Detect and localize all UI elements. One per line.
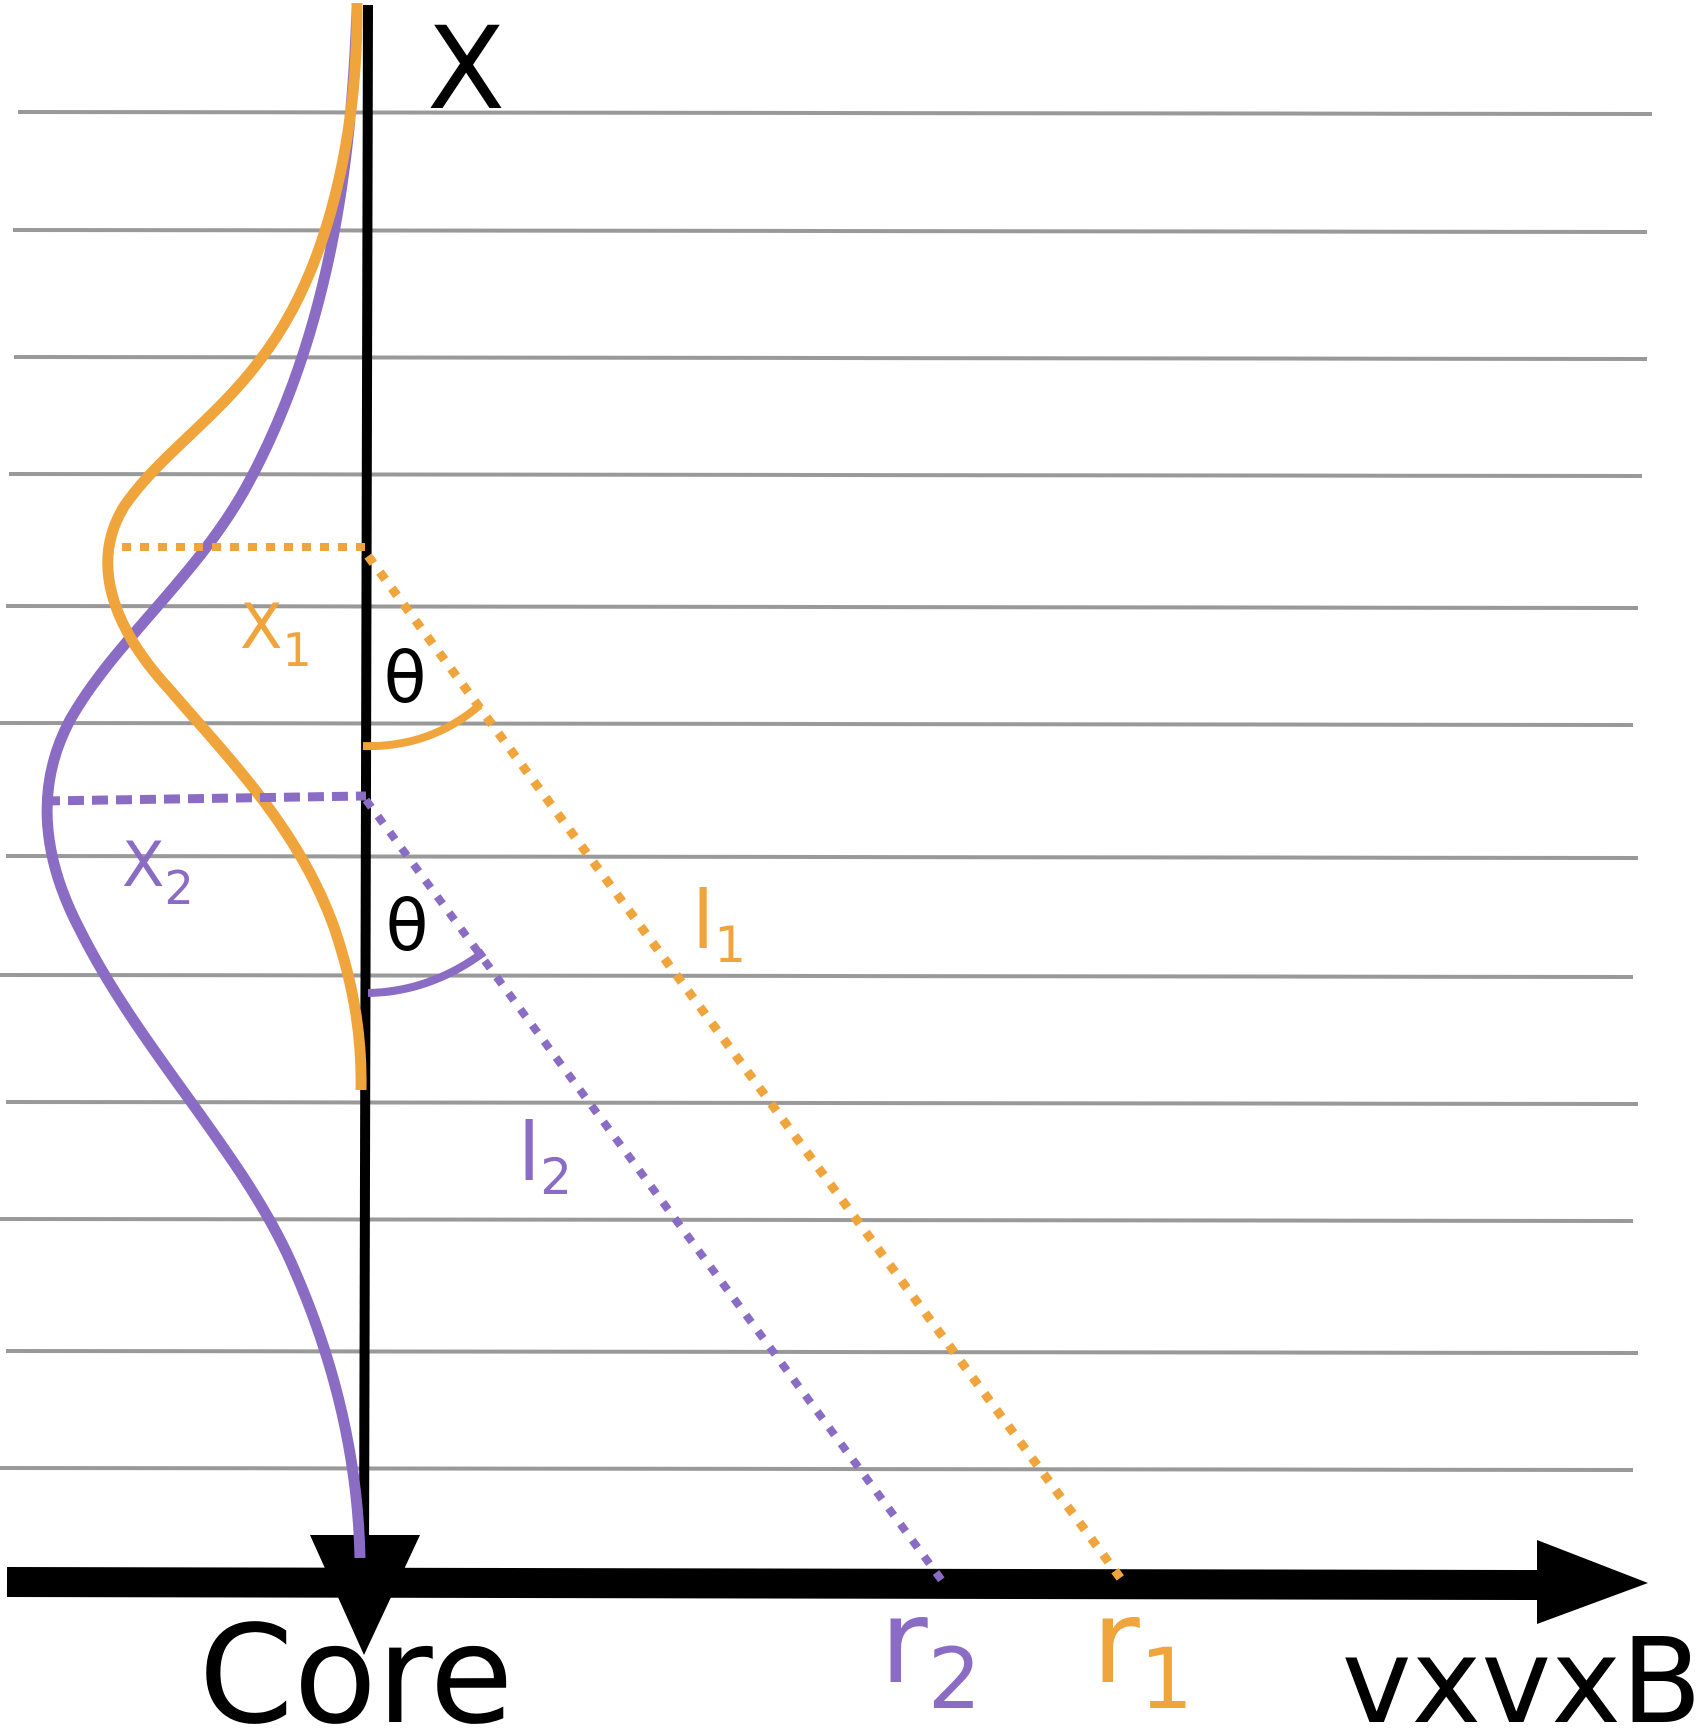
l1-label-sub: 1 <box>714 916 746 974</box>
x2-level-dashed <box>43 791 367 806</box>
theta-arc-top <box>362 701 483 751</box>
r2-label: r2 <box>880 1575 981 1728</box>
layer-line <box>5 854 1639 860</box>
profile-curve-x1 <box>102 2 367 1091</box>
vertical-axis-line <box>359 4 373 1561</box>
r1-label-main: r <box>1092 1575 1140 1710</box>
layer-line <box>5 1100 1639 1106</box>
l2-dotted-line <box>362 797 950 1589</box>
horizontal-arrowhead <box>1537 1540 1648 1624</box>
layer-line <box>0 1217 1634 1223</box>
layer-line <box>0 1466 1634 1472</box>
profile-curve-x2 <box>41 7 366 1559</box>
layer-line <box>17 110 1653 116</box>
l1-label-main: l <box>692 874 714 967</box>
l1-dotted-line <box>364 553 1128 1586</box>
x1-label: X1 <box>240 590 312 677</box>
x2-label-sub: 2 <box>164 861 193 915</box>
l1-label: l1 <box>692 874 746 974</box>
layer-line <box>8 472 1643 478</box>
x1-label-main: X <box>240 590 282 663</box>
layer-line <box>0 721 1634 727</box>
r1-label-sub: 1 <box>1140 1630 1193 1728</box>
r1-label: r1 <box>1092 1575 1193 1728</box>
layer-line <box>5 1349 1639 1355</box>
x1-label-sub: 1 <box>282 623 311 677</box>
core-label: Core <box>199 1597 514 1728</box>
layer-lines <box>0 110 1653 1472</box>
r2-label-main: r <box>880 1575 928 1710</box>
layer-line <box>13 355 1648 361</box>
layer-line <box>5 604 1639 610</box>
l2-label-main: l <box>518 1106 540 1199</box>
layer-line <box>0 973 1634 979</box>
theta-arc-bottom <box>367 948 487 997</box>
theta-label-bottom: θ <box>386 885 429 967</box>
x2-label-main: X <box>122 828 164 901</box>
horizontal-axis-line <box>6 1567 1546 1600</box>
x2-label: X2 <box>122 828 194 915</box>
l2-label-sub: 2 <box>540 1148 572 1206</box>
vertical-axis-label: X <box>427 2 505 135</box>
r2-label-sub: 2 <box>928 1630 981 1728</box>
theta-label-top: θ <box>384 637 427 719</box>
l2-label: l2 <box>518 1106 572 1206</box>
horizontal-axis-label: vxvxB <box>1342 1612 1702 1728</box>
layer-line <box>12 228 1648 234</box>
